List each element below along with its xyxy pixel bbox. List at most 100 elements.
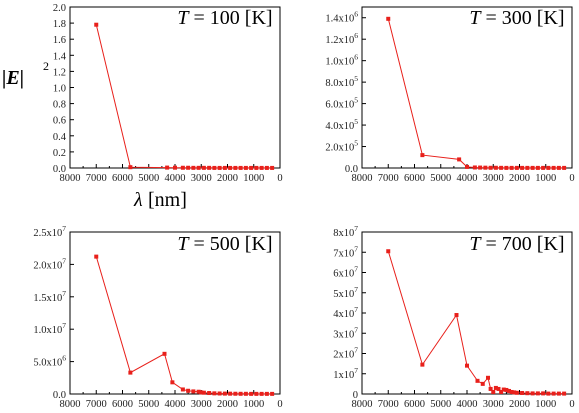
x-tick-label: 7000	[86, 173, 107, 184]
data-point	[454, 313, 459, 318]
x-tick-label: 8000	[352, 399, 373, 410]
x-tick-label: 1000	[535, 173, 556, 184]
x-tick-label: 6000	[112, 399, 133, 410]
x-tick-label: 6000	[404, 173, 425, 184]
y-tick-label: 2.0	[53, 3, 66, 14]
data-point	[504, 165, 509, 170]
y-axis-label: |E|	[2, 67, 24, 89]
data-point	[228, 165, 233, 170]
y-tick-label: 1.0	[53, 84, 66, 95]
data-point	[504, 387, 509, 392]
x-tick-label: 4000	[165, 173, 186, 184]
y-tick-label: 7x107	[333, 244, 358, 259]
y-tick-label: 4x107	[333, 305, 358, 320]
data-point	[264, 391, 269, 396]
data-point	[201, 165, 206, 170]
data-point	[488, 165, 493, 170]
data-point	[457, 157, 462, 162]
data-point	[222, 391, 227, 396]
data-point	[496, 386, 501, 391]
x-tick-label: 4000	[457, 173, 478, 184]
plot-frame	[361, 231, 573, 395]
data-point	[509, 389, 514, 394]
data-point	[556, 391, 561, 396]
x-tick-label: 7000	[378, 399, 399, 410]
data-point	[270, 165, 275, 170]
data-point	[488, 386, 493, 391]
y-tick-label: 4.0x105	[325, 117, 358, 132]
data-point	[259, 391, 264, 396]
data-point	[238, 165, 243, 170]
x-tick-label: 8000	[352, 173, 373, 184]
data-point	[520, 165, 525, 170]
data-point	[420, 153, 425, 158]
data-point	[199, 390, 204, 395]
data-point	[222, 165, 227, 170]
x-tick-label: 5000	[138, 173, 159, 184]
data-point	[201, 390, 206, 395]
plot-frame	[361, 6, 573, 169]
y-tick-label: 0.2	[53, 148, 66, 159]
x-tick-label: 5000	[138, 399, 159, 410]
x-tick-label: 3000	[483, 399, 504, 410]
data-point	[233, 165, 238, 170]
data-point	[270, 391, 275, 396]
panel-t300: 8000 7000 6000 5000 4000 3000 2000 1000 0 0.0 2.0x…	[325, 6, 575, 184]
data-point	[562, 165, 567, 170]
data-point	[233, 391, 238, 396]
y-tick-label: 3x107	[333, 325, 358, 340]
x-tick-label: 4000	[165, 399, 186, 410]
y-tick-label: 1.5x107	[33, 289, 66, 304]
data-point	[525, 391, 530, 396]
data-point	[243, 165, 248, 170]
x-tick-label: 8000	[60, 399, 81, 410]
data-point	[525, 165, 530, 170]
y-tick-label: 0.6	[53, 116, 66, 127]
y-axis-label-exponent: 2	[43, 59, 49, 73]
y-tick-label: 1.2x106	[325, 31, 358, 46]
data-point	[249, 165, 254, 170]
panel-title: T = 700 [K]	[469, 233, 564, 255]
data-point	[530, 391, 535, 396]
y-tick-label: 1.8	[53, 19, 66, 30]
x-axis-label: λ	[133, 189, 143, 211]
data-point	[420, 362, 425, 367]
data-point	[180, 387, 185, 392]
data-point	[501, 387, 506, 392]
data-point	[94, 254, 99, 259]
data-point	[254, 165, 259, 170]
y-tick-label: 0	[353, 390, 358, 401]
series-line	[387, 18, 565, 169]
data-point	[196, 389, 201, 394]
plot-frame	[69, 231, 281, 395]
y-tick-label: 2.5x107	[33, 224, 66, 239]
data-point	[186, 388, 191, 393]
data-point	[514, 390, 519, 395]
data-point	[541, 391, 546, 396]
data-point	[493, 165, 498, 170]
panel-t100: 8000 7000 6000 5000 4000 3000 2000 1000 0 0.0 0.2 0…	[53, 3, 283, 184]
panel-t500: 8000 7000 6000 5000 4000 3000 2000 1000 0 0.0 5.0x…	[33, 224, 282, 410]
data-point	[486, 375, 490, 380]
y-tick-label: 0.4	[53, 132, 67, 143]
data-point	[499, 165, 504, 170]
data-point	[465, 164, 469, 169]
data-point	[173, 165, 177, 170]
y-tick-label: 5x107	[333, 285, 358, 300]
data-point	[480, 381, 485, 386]
x-axis-label-unit: [nm]	[148, 189, 187, 211]
data-point	[249, 391, 254, 396]
data-point	[243, 391, 248, 396]
data-point	[478, 165, 483, 170]
series-line	[95, 24, 273, 169]
data-point	[465, 363, 469, 368]
data-point	[483, 165, 488, 170]
data-point	[162, 351, 167, 356]
data-point	[170, 380, 175, 385]
x-tick-label: 6000	[112, 173, 133, 184]
data-point	[128, 370, 133, 375]
x-tick-label: 0	[277, 399, 282, 410]
x-tick-label: 3000	[191, 173, 212, 184]
y-tick-label: 5.0x106	[33, 354, 66, 369]
